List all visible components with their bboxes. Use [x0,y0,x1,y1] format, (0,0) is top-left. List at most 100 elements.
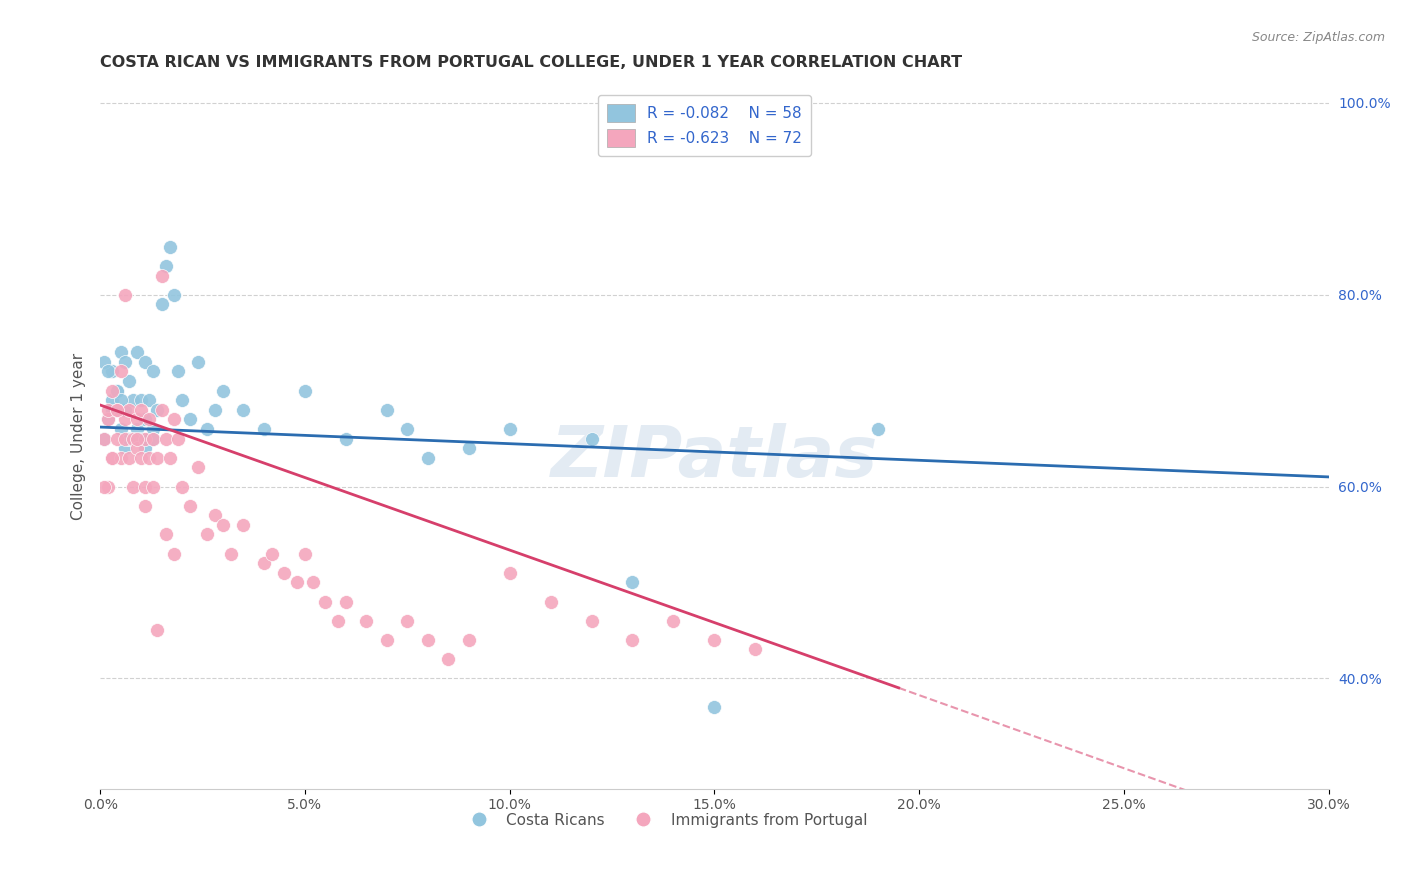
Point [437,652,460,666]
Point [159,450,181,465]
Point [581,432,603,446]
Point [142,364,165,378]
Point [93,479,115,493]
Point [110,450,132,465]
Point [179,499,201,513]
Point [170,393,193,408]
Point [142,479,165,493]
Point [167,432,190,446]
Point [105,402,128,417]
Point [703,632,725,647]
Point [375,632,398,647]
Point [273,566,295,580]
Point [105,402,128,417]
Point [155,432,177,446]
Point [110,393,132,408]
Point [134,479,156,493]
Point [163,412,186,426]
Text: ZIPatlas: ZIPatlas [551,423,879,491]
Point [703,700,725,714]
Text: Source: ZipAtlas.com: Source: ZipAtlas.com [1251,31,1385,45]
Legend: Costa Ricans, Immigrants from Portugal: Costa Ricans, Immigrants from Portugal [457,806,873,834]
Point [498,566,520,580]
Text: COSTA RICAN VS IMMIGRANTS FROM PORTUGAL COLLEGE, UNDER 1 YEAR CORRELATION CHART: COSTA RICAN VS IMMIGRANTS FROM PORTUGAL … [100,55,962,70]
Point [114,432,136,446]
Point [146,624,169,638]
Point [540,594,562,608]
Point [134,412,156,426]
Point [101,364,124,378]
Point [105,384,128,398]
Point [114,441,136,455]
Point [110,364,132,378]
Point [868,422,890,436]
Point [97,402,120,417]
Point [396,422,419,436]
Point [212,384,235,398]
Point [93,355,115,369]
Point [150,402,173,417]
Point [134,441,156,455]
Point [219,547,242,561]
Point [146,402,169,417]
Point [138,432,160,446]
Point [97,479,120,493]
Point [125,432,148,446]
Point [170,479,193,493]
Point [122,432,145,446]
Point [621,632,644,647]
Point [114,287,136,301]
Point [262,547,284,561]
Point [212,517,235,532]
Point [232,402,254,417]
Point [122,479,145,493]
Point [335,432,357,446]
Point [125,422,148,436]
Point [416,450,439,465]
Point [110,422,132,436]
Point [114,402,136,417]
Point [155,259,177,273]
Point [134,432,156,446]
Point [129,402,152,417]
Point [150,297,173,311]
Point [101,393,124,408]
Point [294,547,316,561]
Point [114,412,136,426]
Point [138,450,160,465]
Point [110,345,132,359]
Point [621,575,644,590]
Point [142,422,165,436]
Point [105,402,128,417]
Point [93,432,115,446]
Point [335,594,357,608]
Point [302,575,325,590]
Point [118,402,141,417]
Point [134,499,156,513]
Point [326,614,349,628]
Point [195,527,218,541]
Point [118,432,141,446]
Point [155,527,177,541]
Point [396,614,419,628]
Point [581,614,603,628]
Point [101,402,124,417]
Point [232,517,254,532]
Point [150,268,173,283]
Point [416,632,439,647]
Point [253,422,276,436]
Point [142,432,165,446]
Point [118,432,141,446]
Point [138,412,160,426]
Point [146,450,169,465]
Point [159,240,181,254]
Point [114,355,136,369]
Point [129,432,152,446]
Point [744,642,766,657]
Y-axis label: College, Under 1 year: College, Under 1 year [72,352,86,520]
Point [97,412,120,426]
Point [204,402,226,417]
Point [179,412,201,426]
Point [122,393,145,408]
Point [142,432,165,446]
